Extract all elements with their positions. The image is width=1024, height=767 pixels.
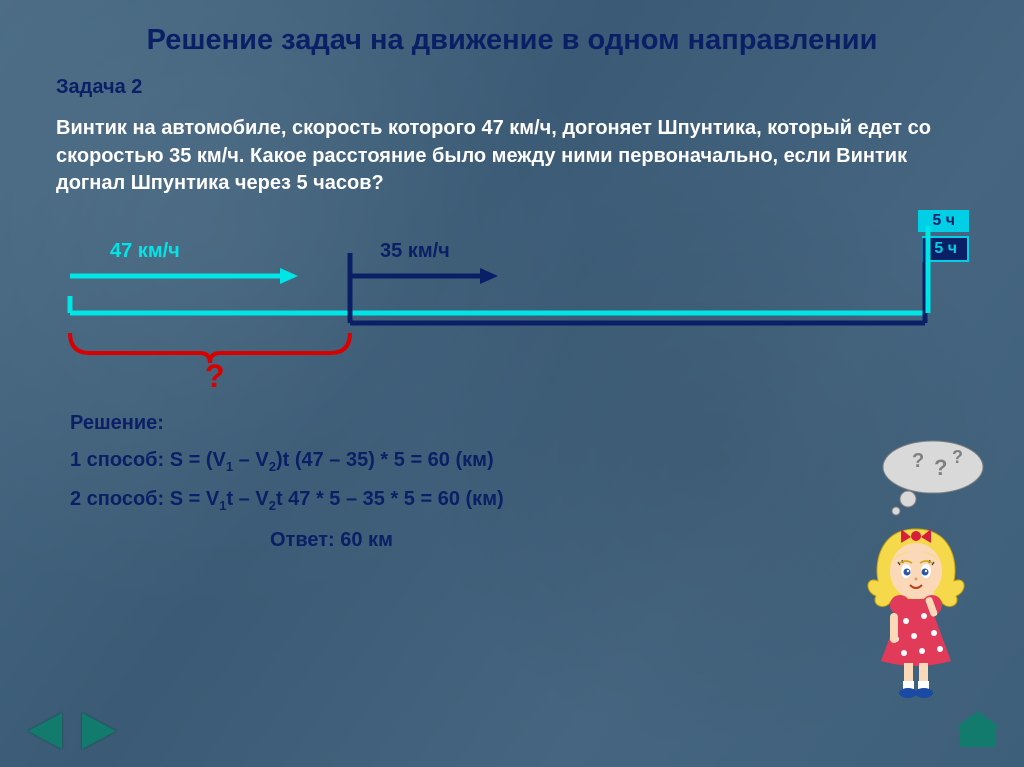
svg-text:?: ? (912, 450, 924, 472)
solution-method-2: 2 способ: S = V1t – V2t 47 * 5 – 35 * 5 … (0, 474, 1024, 513)
svg-text:?: ? (934, 455, 947, 480)
slide: Решение задач на движение в одном направ… (0, 0, 1024, 767)
girl-character-icon (856, 521, 976, 701)
svg-text:?: ? (952, 447, 963, 467)
prev-button[interactable] (28, 713, 62, 749)
thought-bubble-icon: ? ? ? (878, 437, 988, 517)
triangle-left-icon (28, 713, 62, 749)
question-mark: ? (205, 358, 225, 395)
triangle-right-icon (82, 713, 116, 749)
page-title: Решение задач на движение в одном направ… (0, 0, 1024, 66)
m1-b: – V (233, 449, 269, 471)
m1-c: )t (47 – 35) * 5 = 60 (км) (276, 449, 494, 471)
diagram-svg (30, 218, 990, 408)
m2-c: t 47 * 5 – 35 * 5 = 60 (км) (276, 488, 504, 510)
motion-diagram: 47 км/ч 35 км/ч 5 ч 5 ч ? (30, 218, 994, 408)
home-icon (960, 725, 996, 747)
home-button[interactable] (960, 725, 996, 747)
m2-a: 2 способ: S = V (70, 488, 219, 510)
m2-b: t – V (226, 488, 268, 510)
m1-a: 1 способ: S = (V (70, 449, 226, 471)
solution-label: Решение: (0, 408, 1024, 435)
problem-text: Винтик на автомобиле, скорость которого … (0, 99, 1024, 198)
next-button[interactable] (82, 713, 116, 749)
task-number: Задача 2 (0, 66, 1024, 99)
solution-method-1: 1 способ: S = (V1 – V2)t (47 – 35) * 5 =… (0, 435, 1024, 474)
